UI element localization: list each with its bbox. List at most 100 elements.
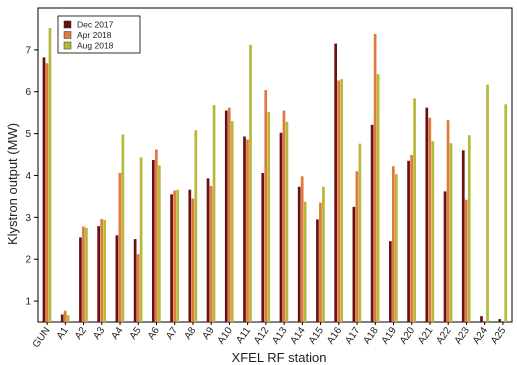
bar-A13-2 [285, 121, 289, 322]
bar-GUN-2 [48, 28, 52, 322]
bar-A4-0 [115, 235, 119, 322]
bar-A16-1 [337, 80, 341, 322]
bar-A6-2 [158, 165, 161, 322]
x-tick-label: A12 [252, 325, 271, 346]
bar-GUN-0 [42, 57, 46, 322]
bar-A18-2 [376, 74, 380, 323]
bar-A21-2 [431, 141, 435, 322]
bar-A10-2 [230, 121, 234, 322]
x-tick-label: A14 [289, 325, 308, 346]
bar-A2-1 [82, 226, 85, 322]
x-tick-label: A7 [164, 325, 180, 342]
y-axis-title: Klystron output (MW) [5, 123, 20, 245]
bar-A12-1 [264, 90, 268, 322]
x-tick-label: A11 [234, 325, 253, 346]
bar-A6-0 [152, 159, 155, 322]
x-tick-label: A24 [471, 325, 490, 346]
x-tick-label: A25 [489, 325, 508, 346]
y-tick-label: 5 [25, 129, 31, 140]
bar-A11-0 [243, 136, 246, 322]
y-tick-label: 1 [25, 297, 31, 308]
x-tick-label: A15 [307, 325, 326, 346]
bar-A7-1 [173, 190, 176, 322]
bar-A14-0 [297, 186, 301, 322]
bar-A19-2 [395, 174, 398, 322]
x-tick-label: A4 [109, 325, 125, 342]
legend-label: Aug 2018 [77, 41, 114, 51]
plot-frame [37, 7, 513, 323]
bar-A25-0 [498, 319, 502, 322]
bar-A23-0 [461, 150, 465, 322]
bar-A22-0 [443, 191, 447, 322]
x-tick-label: A23 [453, 325, 472, 346]
x-tick-label: A2 [73, 325, 89, 342]
bar-A11-1 [246, 139, 249, 322]
x-tick-label: A22 [434, 325, 453, 346]
bar-A11-2 [249, 44, 252, 323]
legend-label: Apr 2018 [77, 30, 112, 40]
bar-A15-0 [316, 219, 319, 322]
bar-A10-1 [227, 107, 231, 322]
bar-A1-0 [60, 314, 64, 322]
bar-A7-2 [176, 189, 179, 322]
bar-A7-0 [170, 194, 173, 322]
bar-A5-1 [136, 254, 140, 322]
bar-A12-0 [261, 172, 265, 322]
legend-swatch [63, 31, 72, 39]
bar-A3-1 [100, 219, 104, 322]
bar-A19-0 [389, 241, 392, 322]
bar-A8-1 [191, 198, 195, 322]
bar-A16-2 [340, 79, 344, 322]
bar-A24-0 [480, 316, 483, 322]
plot-border [37, 7, 513, 323]
y-tick-label: 3 [25, 213, 31, 224]
bar-A19-1 [392, 166, 395, 322]
bar-A15-1 [319, 202, 322, 322]
bar-A24-2 [486, 84, 489, 322]
bar-A8-0 [188, 189, 192, 322]
y-axis-ticks: 1 2 3 4 5 6 7 [25, 45, 38, 308]
x-tick-label: A5 [128, 325, 144, 342]
bar-A18-0 [370, 124, 374, 322]
y-tick-label: 2 [25, 255, 31, 266]
bar-A23-1 [464, 199, 468, 322]
bar-A20-1 [410, 154, 413, 322]
x-tick-label: A16 [325, 325, 344, 346]
bar-GUN-1 [45, 63, 49, 322]
bar-A12-2 [267, 111, 271, 322]
legend-label: Dec 2017 [77, 20, 114, 30]
bar-A22-2 [449, 143, 453, 322]
bar-A4-1 [118, 172, 122, 322]
x-tick-label: A1 [55, 325, 71, 342]
bar-A14-2 [303, 201, 307, 322]
bar-A25-2 [504, 104, 508, 322]
x-tick-label: A10 [216, 325, 235, 346]
bar-A10-0 [224, 110, 228, 322]
bar-A18-1 [373, 33, 377, 322]
x-tick-label: A9 [201, 325, 217, 342]
bar-A17-2 [358, 143, 362, 322]
x-tick-label: A20 [398, 325, 417, 346]
x-tick-label: A8 [182, 325, 198, 342]
bar-A14-1 [300, 176, 304, 322]
bar-A2-2 [85, 227, 88, 322]
bar-A6-1 [155, 149, 158, 322]
bar-A20-2 [413, 98, 416, 322]
bar-A1-2 [66, 315, 70, 322]
bar-A9-1 [209, 185, 213, 322]
x-tick-label: A17 [343, 325, 362, 346]
bar-A22-1 [446, 120, 450, 322]
x-tick-label: A21 [416, 325, 435, 346]
x-tick-label: A18 [362, 325, 381, 346]
bars [42, 28, 508, 323]
bar-A17-0 [352, 206, 356, 322]
bar-A21-1 [428, 117, 432, 322]
y-tick-label: 7 [25, 45, 31, 56]
bar-A8-2 [194, 130, 198, 322]
y-tick-label: 6 [25, 87, 31, 98]
bar-A5-0 [133, 239, 137, 322]
bar-A9-2 [212, 105, 216, 322]
bar-A1-1 [63, 310, 67, 322]
legend-swatch [63, 20, 72, 29]
